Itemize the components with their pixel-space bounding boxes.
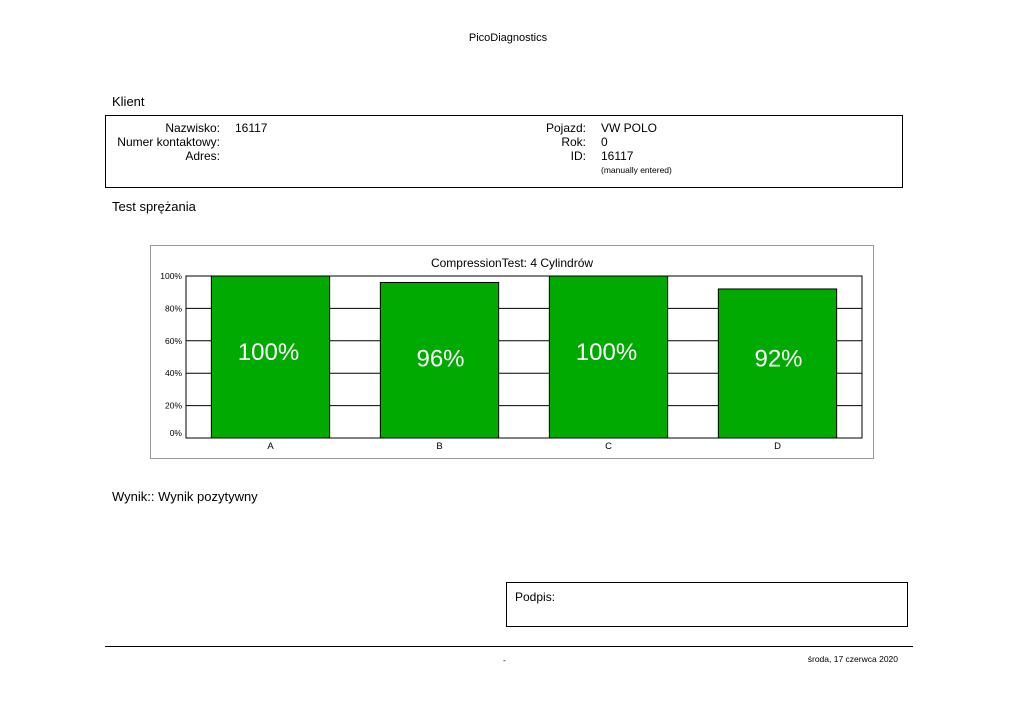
compression-chart: CompressionTest: 4 Cylindrów 100% 96% 100%…	[150, 245, 874, 459]
x-tick-label: C	[605, 441, 612, 452]
y-tick-label: 0%	[170, 428, 183, 438]
x-tick-label: D	[774, 441, 781, 452]
client-heading: Klient	[112, 94, 145, 109]
bar-b	[379, 281, 500, 439]
chart-canvas: CompressionTest: 4 Cylindrów 100% 96% 100%…	[160, 256, 863, 452]
footer-divider	[105, 646, 913, 647]
surname-value: 16117	[235, 121, 268, 135]
surname-label: Nazwisko:	[165, 121, 220, 135]
x-tick-label: B	[436, 441, 442, 452]
plot-frame	[185, 275, 863, 439]
y-tick-label: 100%	[160, 271, 182, 281]
y-tick-label: 20%	[165, 401, 182, 411]
y-tick-label: 60%	[165, 336, 182, 346]
year-label: Rok:	[561, 135, 586, 149]
y-tick-label: 40%	[165, 368, 182, 378]
bar-d	[717, 288, 838, 439]
y-tick-label: 80%	[165, 303, 182, 313]
footer-date: środa, 17 czerwca 2020	[807, 654, 898, 664]
footer-center: -	[503, 655, 506, 665]
bar-value-label: 92%	[754, 346, 802, 373]
bar-c	[548, 275, 669, 439]
signature-box: Podpis:	[506, 582, 908, 627]
id-value: 16117	[601, 149, 634, 163]
bar-value-label: 100%	[238, 339, 299, 366]
bar-value-label: 100%	[576, 339, 637, 366]
contact-label: Numer kontaktowy:	[117, 135, 220, 149]
test-heading: Test sprężania	[112, 199, 196, 214]
address-label: Adres:	[185, 149, 220, 163]
id-label: ID:	[570, 149, 586, 163]
x-tick-label: A	[267, 441, 274, 452]
year-value: 0	[601, 135, 608, 149]
chart-title: CompressionTest: 4 Cylindrów	[431, 256, 593, 270]
signature-label: Podpis:	[515, 590, 556, 604]
id-note: (manually entered)	[601, 165, 672, 175]
vehicle-value: VW POLO	[601, 121, 658, 135]
bar-value-label: 96%	[416, 346, 464, 373]
vehicle-label: Pojazd:	[545, 121, 586, 135]
result-text: Wynik:: Wynik pozytywny	[112, 489, 258, 504]
page-title: PicoDiagnostics	[468, 32, 548, 44]
client-info-box: Nazwisko: 16117 Numer kontaktowy: Adres:…	[105, 115, 903, 188]
